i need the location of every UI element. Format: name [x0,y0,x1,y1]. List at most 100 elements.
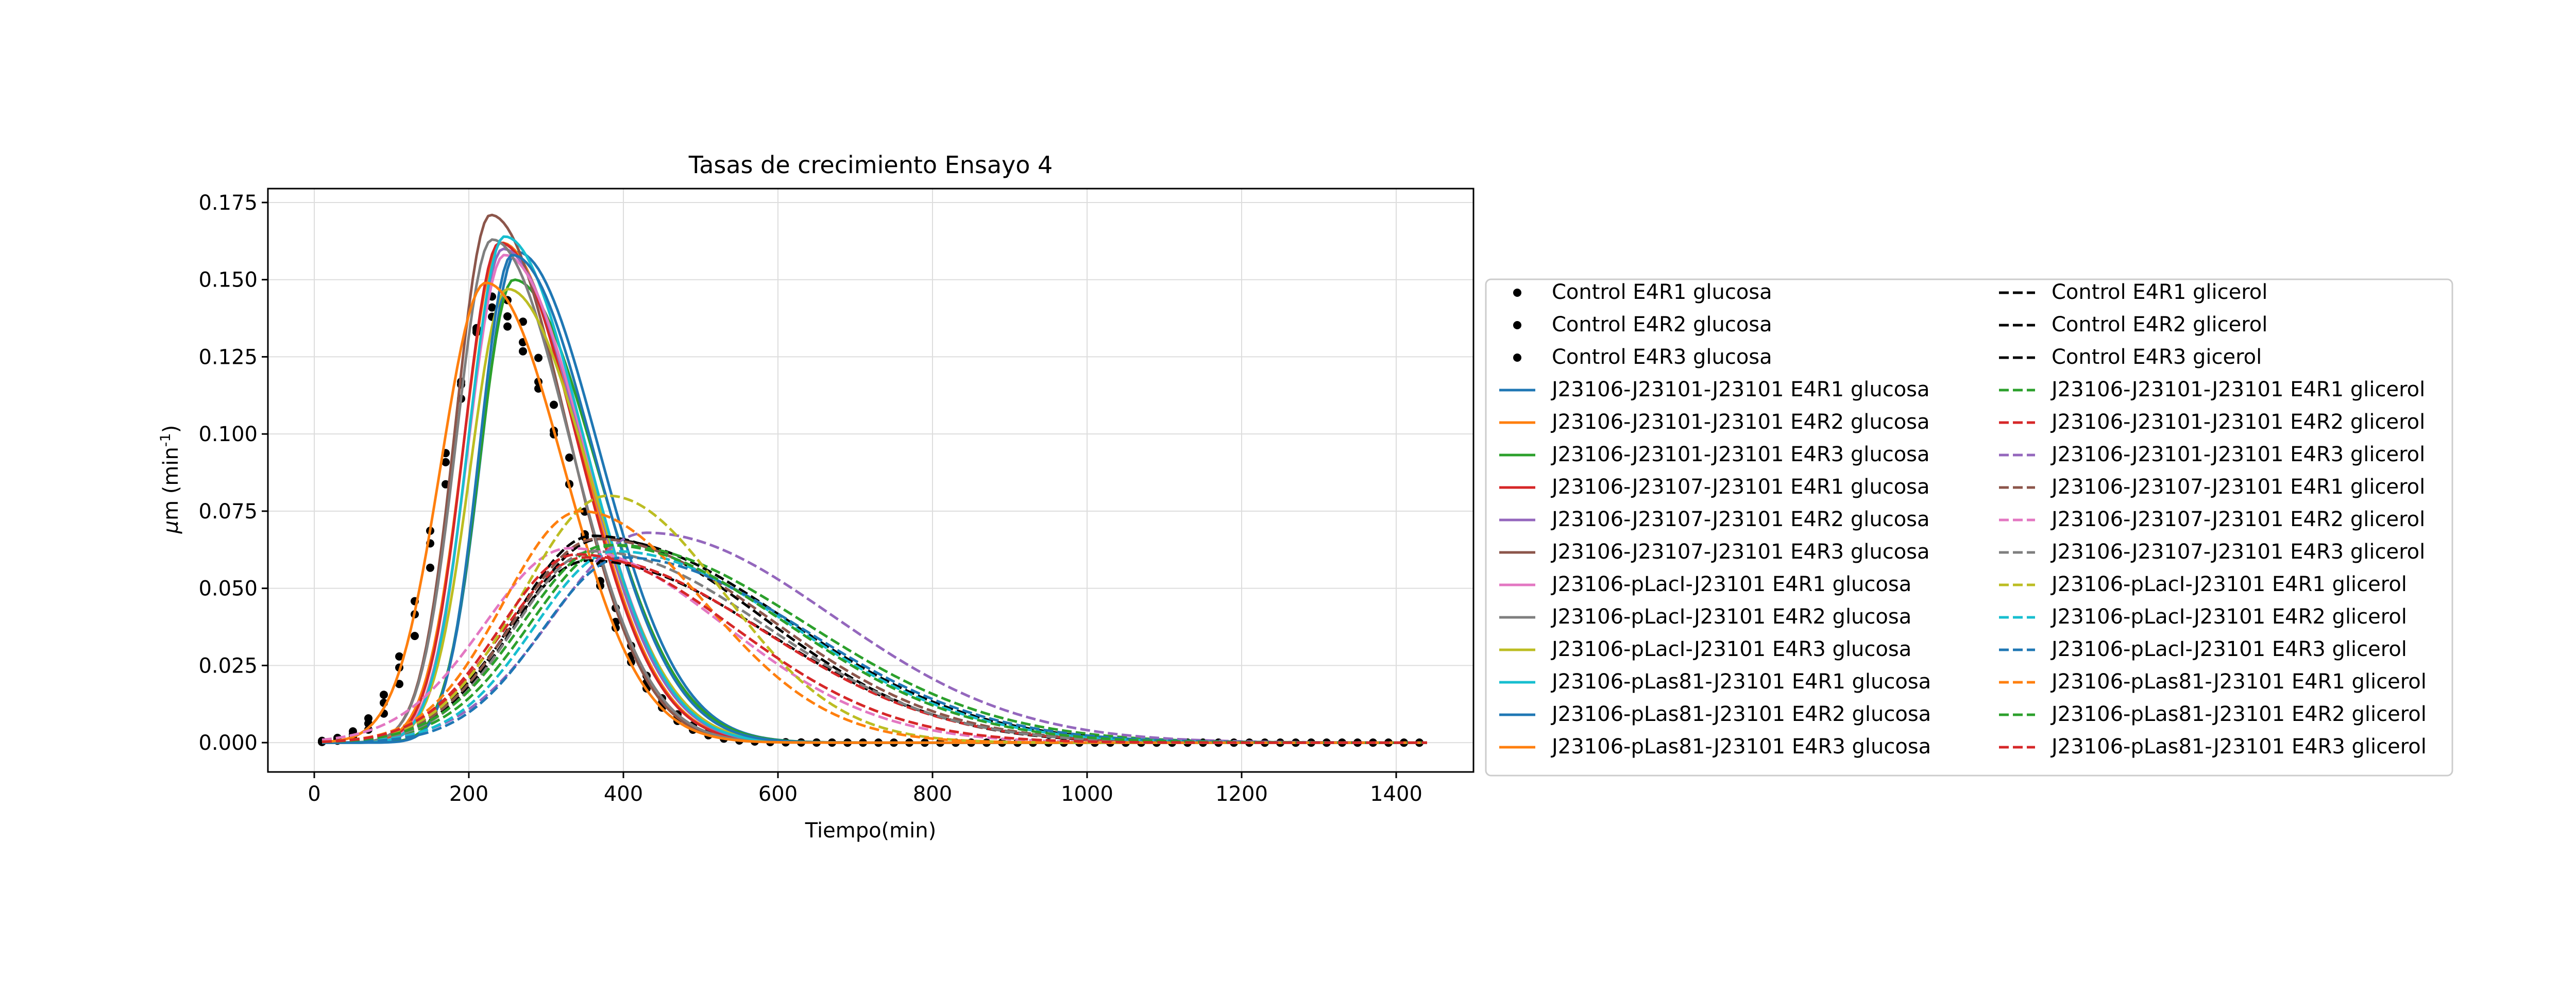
data-point [411,632,419,641]
legend-marker [1513,289,1521,297]
series-j23106-plas81-j23101-e4r1-glicerol [321,510,1427,744]
legend-label: J23106-J23101-J23101 E4R2 glicerol [2050,410,2425,434]
x-tick-label: 1200 [1215,782,1268,806]
legend-label: J23106-J23107-J23101 E4R1 glicerol [2050,475,2425,499]
x-tick-label: 800 [913,782,952,806]
legend-entry: J23106-pLacI-J23101 E4R3 glicerol [1999,637,2407,661]
legend-entry: Control E4R1 glucosa [1513,280,1772,304]
legend-entry: Control E4R2 glucosa [1513,313,1772,337]
data-point [442,458,450,466]
data-point [565,453,573,462]
legend-entry: J23106-pLacI-J23101 E4R1 glucosa [1499,573,1911,596]
legend-entry: J23106-J23101-J23101 E4R3 glicerol [1999,443,2425,466]
legend-entry: J23106-pLacI-J23101 E4R3 glucosa [1499,637,1911,661]
y-tick-label: 0.000 [198,731,258,755]
legend-entry: J23106-J23101-J23101 E4R1 glucosa [1499,378,1930,401]
data-point [364,714,372,722]
legend-label: J23106-J23101-J23101 E4R2 glucosa [1550,410,1930,434]
legend-label: J23106-pLas81-J23101 E4R3 glicerol [2050,735,2427,759]
legend-entry: J23106-J23101-J23101 E4R2 glucosa [1499,410,1930,434]
legend-label: J23106-J23101-J23101 E4R1 glicerol [2050,378,2425,401]
legend-label: J23106-J23107-J23101 E4R3 glucosa [1550,540,1930,564]
y-tick-label: 0.125 [198,345,258,369]
y-tick-label: 0.150 [198,268,258,292]
legend-label: J23106-pLacI-J23101 E4R3 glicerol [2050,637,2407,661]
x-axis-ticks: 0 200 400 600 800 1000 1200 1400 [308,772,1422,806]
legend-label: J23106-J23101-J23101 E4R3 glucosa [1550,443,1930,466]
data-point [488,303,496,312]
legend-frame [1485,278,2453,777]
legend-label: Control E4R1 glicerol [2052,280,2267,304]
legend-label: Control E4R2 glicerol [2052,313,2267,337]
grid-lines [268,189,1473,772]
x-tick-label: 0 [308,782,320,806]
series-group [318,213,1427,747]
plot-frame [267,188,1475,773]
legend-entry: J23106-J23101-J23101 E4R2 glicerol [1999,410,2425,434]
legend-entry: J23106-pLas81-J23101 E4R1 glucosa [1499,670,1931,694]
legend-label: J23106-pLacI-J23101 E4R2 glucosa [1550,605,1911,629]
data-point [503,322,512,331]
legend-entry: J23106-J23107-J23101 E4R2 glucosa [1499,508,1930,531]
legend-label: J23106-J23107-J23101 E4R3 glicerol [2050,540,2425,564]
y-tick-label: 0.100 [198,423,258,446]
legend-entry: J23106-J23101-J23101 E4R3 glucosa [1499,443,1930,466]
legend-label: J23106-J23107-J23101 E4R1 glucosa [1550,475,1930,499]
legend-label: J23106-pLas81-J23101 E4R1 glicerol [2050,670,2427,694]
legend-label: J23106-pLas81-J23101 E4R2 glicerol [2050,702,2427,726]
y-axis-ticks: 0.000 0.025 0.050 0.075 0.100 0.125 0.150 0.175 [198,191,268,755]
series-j23106-plas81-j23101-e4r3-glicerol [321,553,1427,744]
legend-marker [1513,354,1521,362]
legend-entry: J23106-pLacI-J23101 E4R2 glicerol [1999,605,2407,629]
legend-entry: Control E4R3 gicerol [1999,345,2262,369]
data-point [426,563,434,572]
legend-label: Control E4R2 glucosa [1552,313,1772,337]
legend-label: J23106-pLacI-J23101 E4R3 glucosa [1550,637,1911,661]
x-tick-label: 1000 [1061,782,1113,806]
x-axis-label: Tiempo(min) [805,819,936,843]
y-axis-label: μm (min-1) [158,425,183,534]
x-tick-label: 400 [604,782,643,806]
data-point [519,317,527,326]
x-tick-label: 1400 [1370,782,1422,806]
legend-label: J23106-pLacI-J23101 E4R1 glucosa [1550,573,1911,596]
legend-label: J23106-pLacI-J23101 E4R2 glicerol [2050,605,2407,629]
legend-entry: J23106-J23107-J23101 E4R1 glucosa [1499,475,1930,499]
legend-entry: J23106-J23107-J23101 E4R2 glicerol [1999,508,2425,531]
legend-label: J23106-pLacI-J23101 E4R1 glicerol [2050,573,2407,596]
legend-entry: J23106-pLas81-J23101 E4R3 glucosa [1499,735,1931,759]
data-point [395,680,403,688]
legend-entry: J23106-pLas81-J23101 E4R2 glicerol [1999,702,2427,726]
x-tick-label: 600 [758,782,798,806]
legend-entry: Control E4R3 glucosa [1513,345,1772,369]
legend-label: J23106-J23107-J23101 E4R2 glucosa [1550,508,1930,531]
data-point [550,400,558,409]
data-point [380,691,388,699]
data-point [395,652,403,661]
legend-label: J23106-pLas81-J23101 E4R1 glucosa [1550,670,1931,694]
series-j23106-j23107-j23101-e4r1-glicerol [321,537,1427,744]
y-tick-label: 0.050 [198,577,258,601]
legend-entry: J23106-J23107-J23101 E4R1 glicerol [1999,475,2425,499]
y-axis-label-mu: μ [159,520,183,534]
data-point [503,312,512,321]
legend-label: Control E4R3 glucosa [1552,345,1772,369]
legend: Control E4R1 glucosa Control E4R2 glucosa… [1485,278,2453,777]
legend-label: J23106-J23101-J23101 E4R1 glucosa [1550,378,1930,401]
legend-label: J23106-J23107-J23101 E4R2 glicerol [2050,508,2425,531]
legend-entry: Control E4R1 glicerol [1999,280,2267,304]
y-axis-label-superscript: -1 [158,433,174,447]
legend-entry: J23106-pLas81-J23101 E4R1 glicerol [1999,670,2427,694]
series-j23106-placi-j23101-e4r2-glicerol [321,550,1427,744]
legend-entry: J23106-pLacI-J23101 E4R1 glicerol [1999,573,2407,596]
chart-title: Tasas de crecimiento Ensayo 4 [688,151,1053,179]
legend-entry: J23106-J23107-J23101 E4R3 glicerol [1999,540,2425,564]
series-j23106-j23101-j23101-e4r3-glicerol [321,531,1427,744]
legend-marker [1513,321,1521,329]
legend-entry: J23106-pLas81-J23101 E4R3 glicerol [1999,735,2427,759]
legend-entry: Control E4R2 glicerol [1999,313,2267,337]
y-tick-label: 0.075 [198,500,258,524]
legend-label: Control E4R1 glucosa [1552,280,1772,304]
legend-entry: J23106-J23107-J23101 E4R3 glucosa [1499,540,1930,564]
legend-label: J23106-pLas81-J23101 E4R2 glucosa [1550,702,1931,726]
